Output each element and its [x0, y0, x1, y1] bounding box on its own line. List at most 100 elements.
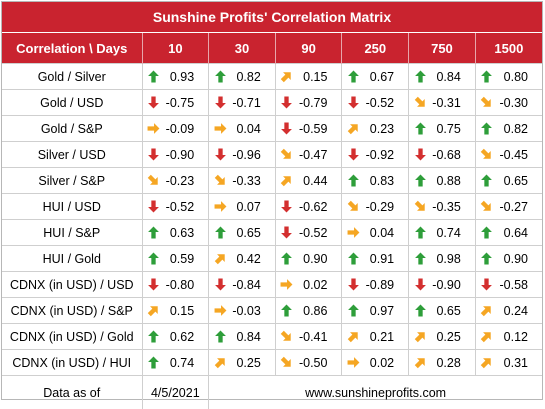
correlation-cell: 0.82	[209, 64, 276, 90]
correlation-value: -0.30	[498, 96, 542, 110]
correlation-value: -0.62	[298, 200, 342, 214]
correlation-value: 0.74	[431, 226, 475, 240]
correlation-value: -0.23	[165, 174, 209, 188]
correlation-value: 0.24	[498, 304, 542, 318]
pair-label: CDNX (in USD) / HUI	[2, 350, 142, 376]
correlation-value: 0.98	[431, 252, 475, 266]
correlation-value: 0.82	[498, 122, 542, 136]
arrow-up-icon	[409, 122, 431, 135]
correlation-cell: -0.29	[342, 194, 409, 220]
correlation-cell: 0.15	[142, 298, 209, 324]
correlation-value: 0.63	[165, 226, 209, 240]
arrow-up-right-icon	[276, 70, 298, 83]
arrow-down-right-icon	[276, 356, 298, 369]
pair-label: HUI / S&P	[2, 220, 142, 246]
correlation-cell: -0.92	[342, 142, 409, 168]
arrow-down-icon	[143, 148, 165, 161]
correlation-cell: -0.09	[142, 116, 209, 142]
correlation-value: 0.15	[298, 70, 342, 84]
correlation-cell: 0.74	[409, 220, 476, 246]
correlation-value: -0.90	[165, 148, 209, 162]
correlation-value: 0.15	[165, 304, 209, 318]
correlation-cell: 0.90	[275, 246, 342, 272]
correlation-cell: 0.74	[142, 350, 209, 376]
correlation-value: 0.75	[431, 122, 475, 136]
correlation-value: 0.25	[431, 330, 475, 344]
correlation-value: 0.65	[231, 226, 275, 240]
arrow-up-icon	[143, 252, 165, 265]
footer-row: Data as of 4/5/2021 www.sunshineprofits.…	[2, 376, 542, 409]
correlation-value: -0.75	[165, 96, 209, 110]
correlation-cell: 0.97	[342, 298, 409, 324]
period-header: 30	[209, 33, 276, 64]
correlation-value: 0.84	[431, 70, 475, 84]
period-header: 90	[275, 33, 342, 64]
arrow-up-icon	[476, 174, 498, 187]
pair-label: HUI / Gold	[2, 246, 142, 272]
correlation-value: 0.59	[165, 252, 209, 266]
arrow-down-icon	[409, 148, 431, 161]
arrow-down-icon	[143, 200, 165, 213]
period-header: 750	[409, 33, 476, 64]
correlation-value: 0.65	[498, 174, 542, 188]
correlation-cell: 0.59	[142, 246, 209, 272]
arrow-up-right-icon	[143, 304, 165, 317]
correlation-value: 0.90	[298, 252, 342, 266]
correlation-value: 0.67	[364, 70, 408, 84]
arrow-up-right-icon	[276, 174, 298, 187]
arrow-up-icon	[409, 226, 431, 239]
correlation-cell: -0.27	[475, 194, 542, 220]
correlation-cell: 0.25	[409, 324, 476, 350]
correlation-cell: -0.68	[409, 142, 476, 168]
header-row: Correlation \ Days 10 30 90 250 750 1500	[2, 33, 542, 64]
correlation-value: -0.59	[298, 122, 342, 136]
correlation-cell: 0.64	[475, 220, 542, 246]
correlation-cell: 0.75	[409, 116, 476, 142]
correlation-cell: -0.30	[475, 90, 542, 116]
table-row: Gold / USD-0.75-0.71-0.79-0.52-0.31-0.30	[2, 90, 542, 116]
correlation-cell: -0.62	[275, 194, 342, 220]
arrow-up-icon	[476, 70, 498, 83]
correlation-cell: -0.52	[275, 220, 342, 246]
source-url: www.sunshineprofits.com	[209, 376, 542, 409]
correlation-value: -0.96	[231, 148, 275, 162]
arrow-up-icon	[209, 330, 231, 343]
arrow-down-right-icon	[476, 96, 498, 109]
correlation-cell: 0.65	[475, 168, 542, 194]
arrow-up-icon	[409, 252, 431, 265]
correlation-cell: -0.90	[142, 142, 209, 168]
correlation-cell: -0.50	[275, 350, 342, 376]
arrow-up-icon	[409, 174, 431, 187]
correlation-value: -0.89	[364, 278, 408, 292]
arrow-down-icon	[276, 200, 298, 213]
arrow-down-icon	[342, 278, 364, 291]
correlation-cell: 0.82	[475, 116, 542, 142]
arrow-down-right-icon	[143, 174, 165, 187]
arrow-up-icon	[276, 252, 298, 265]
arrow-up-right-icon	[342, 330, 364, 343]
arrow-right-icon	[209, 304, 231, 317]
correlation-value: -0.29	[364, 200, 408, 214]
correlation-value: 0.82	[231, 70, 275, 84]
arrow-up-right-icon	[409, 330, 431, 343]
correlation-value: 0.25	[231, 356, 275, 370]
correlation-value: 0.07	[231, 200, 275, 214]
arrow-up-icon	[342, 304, 364, 317]
correlation-cell: 0.02	[342, 350, 409, 376]
correlation-cell: 0.02	[275, 272, 342, 298]
correlation-value: -0.84	[231, 278, 275, 292]
arrow-down-right-icon	[276, 148, 298, 161]
correlation-cell: 0.07	[209, 194, 276, 220]
correlation-cell: 0.83	[342, 168, 409, 194]
correlation-cell: 0.86	[275, 298, 342, 324]
correlation-cell: -0.52	[342, 90, 409, 116]
correlation-value: -0.58	[498, 278, 542, 292]
correlation-cell: -0.96	[209, 142, 276, 168]
correlation-value: -0.41	[298, 330, 342, 344]
correlation-value: 0.84	[231, 330, 275, 344]
